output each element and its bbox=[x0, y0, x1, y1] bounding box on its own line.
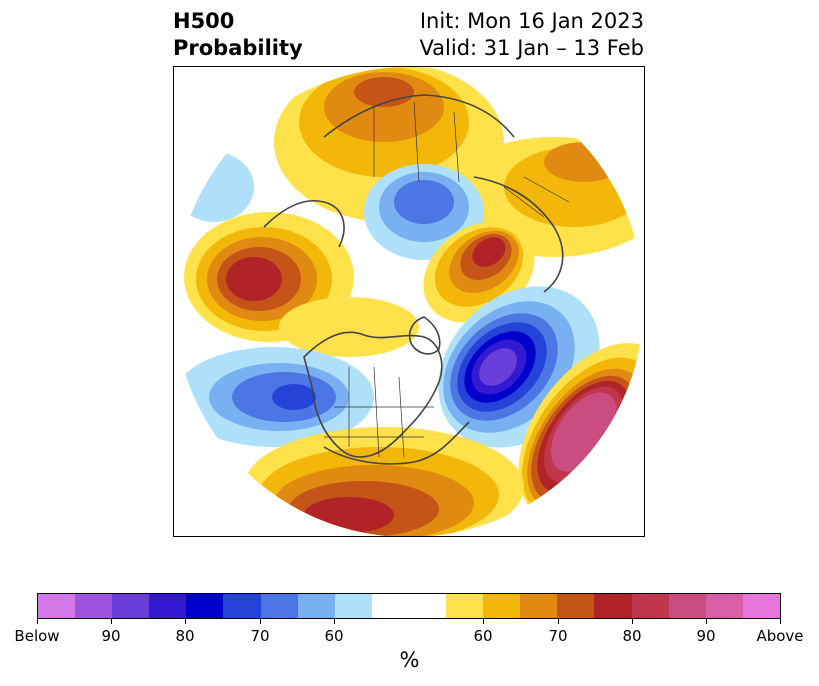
colorbar-segment bbox=[520, 594, 558, 618]
colorbar-segment bbox=[631, 594, 669, 618]
colorbar-tick-label: Below bbox=[14, 627, 60, 645]
colorbar-tick-label: 90 bbox=[101, 627, 121, 645]
colorbar-tickmark bbox=[558, 619, 559, 624]
colorbar-tickmark bbox=[632, 619, 633, 624]
colorbar-segment bbox=[668, 594, 706, 618]
colorbar-segment-neutral bbox=[371, 594, 447, 618]
borders bbox=[324, 101, 570, 458]
colorbar bbox=[37, 593, 781, 619]
colorbar-segment bbox=[297, 594, 335, 618]
colorbar-segment bbox=[149, 594, 187, 618]
colorbar-tick-label: 90 bbox=[696, 627, 716, 645]
polar-map bbox=[174, 67, 644, 536]
colorbar-segment bbox=[557, 594, 595, 618]
colorbar-tickmark bbox=[334, 619, 335, 624]
title-variable: H500 bbox=[173, 9, 235, 33]
colorbar-ticks: Below 90 80 70 60 60 70 80 90 Above bbox=[0, 627, 819, 647]
colorbar-tick-label: 70 bbox=[548, 627, 568, 645]
colorbar-segment bbox=[742, 594, 780, 618]
valid-range: Valid: 31 Jan – 13 Feb bbox=[419, 36, 644, 60]
colorbar-segment bbox=[446, 594, 484, 618]
colorbar-segment bbox=[112, 594, 150, 618]
colorbar-segment bbox=[38, 594, 76, 618]
colorbar-tickmark bbox=[706, 619, 707, 624]
coastlines bbox=[263, 94, 564, 465]
colorbar-segment bbox=[334, 594, 372, 618]
chart-dates: Init: Mon 16 Jan 2023 Valid: 31 Jan – 13… bbox=[419, 8, 644, 62]
init-date: Init: Mon 16 Jan 2023 bbox=[419, 9, 644, 33]
colorbar-segment bbox=[75, 594, 113, 618]
colorbar-segment bbox=[186, 594, 224, 618]
colorbar-tickmark bbox=[37, 619, 38, 624]
colorbar-tickmark bbox=[483, 619, 484, 624]
colorbar-tick-label: 80 bbox=[622, 627, 642, 645]
colorbar-segment bbox=[483, 594, 521, 618]
title-product: Probability bbox=[173, 36, 303, 60]
colorbar-tick-label: 80 bbox=[175, 627, 195, 645]
colorbar-tick-label: Above bbox=[756, 627, 804, 645]
colorbar-tick-label: 70 bbox=[250, 627, 270, 645]
colorbar-segment bbox=[594, 594, 632, 618]
anomaly-alaska-above bbox=[184, 212, 419, 357]
map-panel bbox=[173, 66, 645, 537]
colorbar-tick-label: 60 bbox=[324, 627, 344, 645]
colorbar-segment bbox=[223, 594, 261, 618]
colorbar-tick-label: 60 bbox=[473, 627, 493, 645]
colorbar-tickmark bbox=[185, 619, 186, 624]
colorbar-tickmark bbox=[780, 619, 781, 624]
colorbar-segment bbox=[260, 594, 298, 618]
colorbar-tickmark bbox=[260, 619, 261, 624]
colorbar-unit: % bbox=[399, 648, 420, 672]
colorbar-segment bbox=[705, 594, 743, 618]
chart-title: H500 Probability bbox=[173, 8, 303, 62]
colorbar-tickmark bbox=[111, 619, 112, 624]
